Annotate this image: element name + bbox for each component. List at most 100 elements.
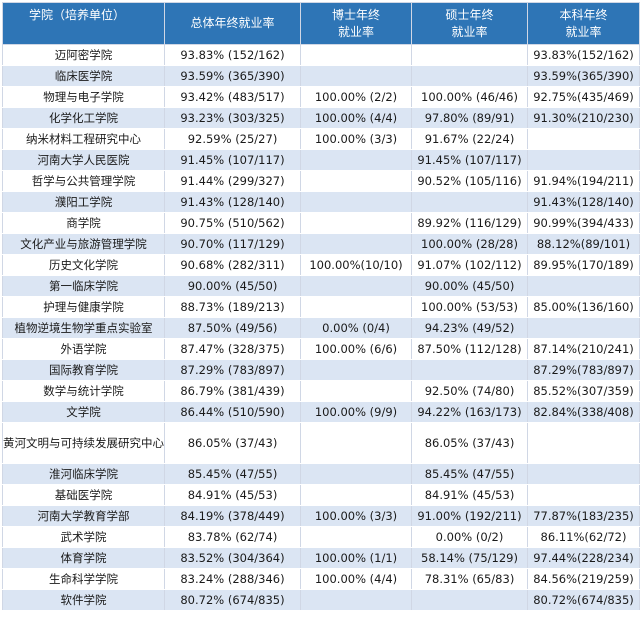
bachelor-rate-cell: 91.30%(210/230) [527, 107, 640, 129]
table-row: 文化产业与旅游管理学院 90.70% (117/129) 100.00% (28/2… [2, 233, 640, 255]
total-rate-cell: 93.59% (365/390) [164, 65, 301, 87]
college-name-cell: 哲学与公共管理学院 [2, 170, 165, 192]
college-name-cell: 体育学院 [2, 547, 165, 569]
phd-rate-cell [300, 359, 412, 381]
phd-rate-cell [300, 484, 412, 506]
college-name-cell: 数学与统计学院 [2, 380, 165, 402]
college-name-cell: 临床医学院 [2, 65, 165, 87]
table-row: 商学院 90.75% (510/562) 89.92% (116/129) 90.99… [2, 212, 640, 234]
college-name-cell: 国际教育学院 [2, 359, 165, 381]
total-rate-cell: 80.72% (674/835) [164, 589, 301, 611]
phd-rate-cell: 100.00%(10/10) [300, 254, 412, 276]
bachelor-rate-cell: 97.44%(228/234) [527, 547, 640, 569]
total-rate-cell: 87.50% (49/56) [164, 317, 301, 339]
total-rate-cell: 90.68% (282/311) [164, 254, 301, 276]
table-row: 基础医学院 84.91% (45/53) 84.91% (45/53) [2, 484, 640, 506]
table-row: 外语学院 87.47% (328/375) 100.00% (6/6) 87.50% … [2, 338, 640, 360]
college-name-cell: 纳米材料工程研究中心 [2, 128, 165, 150]
bachelor-rate-cell: 89.95%(170/189) [527, 254, 640, 276]
total-rate-cell: 87.47% (328/375) [164, 338, 301, 360]
master-rate-cell: 92.50% (74/80) [411, 380, 528, 402]
employment-rate-table-container: 学院（培养单位） 总体年终就业率 博士年终 就业率 硕士年终 就业率 本科年终 … [2, 2, 640, 611]
master-rate-cell: 86.05% (37/43) [411, 422, 528, 464]
phd-rate-cell [300, 212, 412, 234]
bachelor-rate-cell: 84.56%(219/259) [527, 568, 640, 590]
table-row: 国际教育学院 87.29% (783/897) 87.29%(783/897) [2, 359, 640, 381]
master-rate-cell: 91.00% (192/211) [411, 505, 528, 527]
bachelor-rate-cell [527, 422, 640, 464]
total-rate-cell: 90.75% (510/562) [164, 212, 301, 234]
college-name-cell: 文化产业与旅游管理学院 [2, 233, 165, 255]
phd-rate-cell [300, 422, 412, 464]
total-rate-cell: 91.45% (107/117) [164, 149, 301, 171]
college-name-cell: 武术学院 [2, 526, 165, 548]
master-rate-cell [411, 44, 528, 66]
total-rate-cell: 87.29% (783/897) [164, 359, 301, 381]
master-rate-cell: 94.22% (163/173) [411, 401, 528, 423]
bachelor-rate-cell: 90.99%(394/433) [527, 212, 640, 234]
total-rate-cell: 85.45% (47/55) [164, 463, 301, 485]
header-college: 学院（培养单位） [2, 2, 165, 45]
college-name-cell: 淮河临床学院 [2, 463, 165, 485]
bachelor-rate-cell [527, 128, 640, 150]
master-rate-cell: 85.45% (47/55) [411, 463, 528, 485]
phd-rate-cell [300, 296, 412, 318]
bachelor-rate-cell: 80.72%(674/835) [527, 589, 640, 611]
bachelor-rate-cell: 91.43%(128/140) [527, 191, 640, 213]
bachelor-rate-cell: 92.75%(435/469) [527, 86, 640, 108]
phd-rate-cell: 100.00% (6/6) [300, 338, 412, 360]
bachelor-rate-cell: 77.87%(183/235) [527, 505, 640, 527]
college-name-cell: 基础医学院 [2, 484, 165, 506]
table-row: 武术学院 83.78% (62/74) 0.00% (0/2) 86.11%(62/7… [2, 526, 640, 548]
college-name-cell: 植物逆境生物学重点实验室 [2, 317, 165, 339]
table-header: 学院（培养单位） 总体年终就业率 博士年终 就业率 硕士年终 就业率 本科年终 … [2, 2, 640, 45]
employment-rate-table: 学院（培养单位） 总体年终就业率 博士年终 就业率 硕士年终 就业率 本科年终 … [2, 2, 640, 611]
table-row: 软件学院 80.72% (674/835) 80.72%(674/835) [2, 589, 640, 611]
phd-rate-cell [300, 191, 412, 213]
total-rate-cell: 90.00% (45/50) [164, 275, 301, 297]
master-rate-cell: 97.80% (89/91) [411, 107, 528, 129]
college-name-cell: 物理与电子学院 [2, 86, 165, 108]
table-row: 历史文化学院 90.68% (282/311) 100.00%(10/10) 91.0… [2, 254, 640, 276]
phd-rate-cell: 100.00% (4/4) [300, 107, 412, 129]
college-name-cell: 濮阳工学院 [2, 191, 165, 213]
table-row: 植物逆境生物学重点实验室 87.50% (49/56) 0.00% (0/4) 94.… [2, 317, 640, 339]
phd-rate-cell: 100.00% (2/2) [300, 86, 412, 108]
table-row: 迈阿密学院 93.83% (152/162) 93.83%(152/162) [2, 44, 640, 66]
total-rate-cell: 88.73% (189/213) [164, 296, 301, 318]
table-row: 化学化工学院 93.23% (303/325) 100.00% (4/4) 97.80… [2, 107, 640, 129]
total-rate-cell: 91.43% (128/140) [164, 191, 301, 213]
master-rate-cell: 100.00% (53/53) [411, 296, 528, 318]
college-name-cell: 软件学院 [2, 589, 165, 611]
bachelor-rate-cell: 86.11%(62/72) [527, 526, 640, 548]
table-row: 临床医学院 93.59% (365/390) 93.59%(365/390) [2, 65, 640, 87]
header-phd-rate: 博士年终 就业率 [300, 2, 412, 45]
phd-rate-cell [300, 44, 412, 66]
master-rate-cell: 100.00% (46/46) [411, 86, 528, 108]
master-rate-cell: 84.91% (45/53) [411, 484, 528, 506]
master-rate-cell: 87.50% (112/128) [411, 338, 528, 360]
bachelor-rate-cell [527, 484, 640, 506]
bachelor-rate-cell: 88.12%(89/101) [527, 233, 640, 255]
total-rate-cell: 83.78% (62/74) [164, 526, 301, 548]
college-name-cell: 迈阿密学院 [2, 44, 165, 66]
master-rate-cell: 0.00% (0/2) [411, 526, 528, 548]
phd-rate-cell [300, 233, 412, 255]
total-rate-cell: 93.83% (152/162) [164, 44, 301, 66]
bachelor-rate-cell: 91.94%(194/211) [527, 170, 640, 192]
college-name-cell: 黄河文明与可持续发展研究中心 [2, 422, 165, 464]
total-rate-cell: 86.05% (37/43) [164, 422, 301, 464]
table-row: 哲学与公共管理学院 91.44% (299/327) 90.52% (105/116… [2, 170, 640, 192]
master-rate-cell [411, 359, 528, 381]
master-rate-cell: 89.92% (116/129) [411, 212, 528, 234]
bachelor-rate-cell: 87.29%(783/897) [527, 359, 640, 381]
total-rate-cell: 83.24% (288/346) [164, 568, 301, 590]
table-row: 第一临床学院 90.00% (45/50) 90.00% (45/50) [2, 275, 640, 297]
total-rate-cell: 91.44% (299/327) [164, 170, 301, 192]
bachelor-rate-cell [527, 149, 640, 171]
phd-rate-cell [300, 589, 412, 611]
master-rate-cell: 58.14% (75/129) [411, 547, 528, 569]
phd-rate-cell [300, 380, 412, 402]
college-name-cell: 历史文化学院 [2, 254, 165, 276]
college-name-cell: 文学院 [2, 401, 165, 423]
